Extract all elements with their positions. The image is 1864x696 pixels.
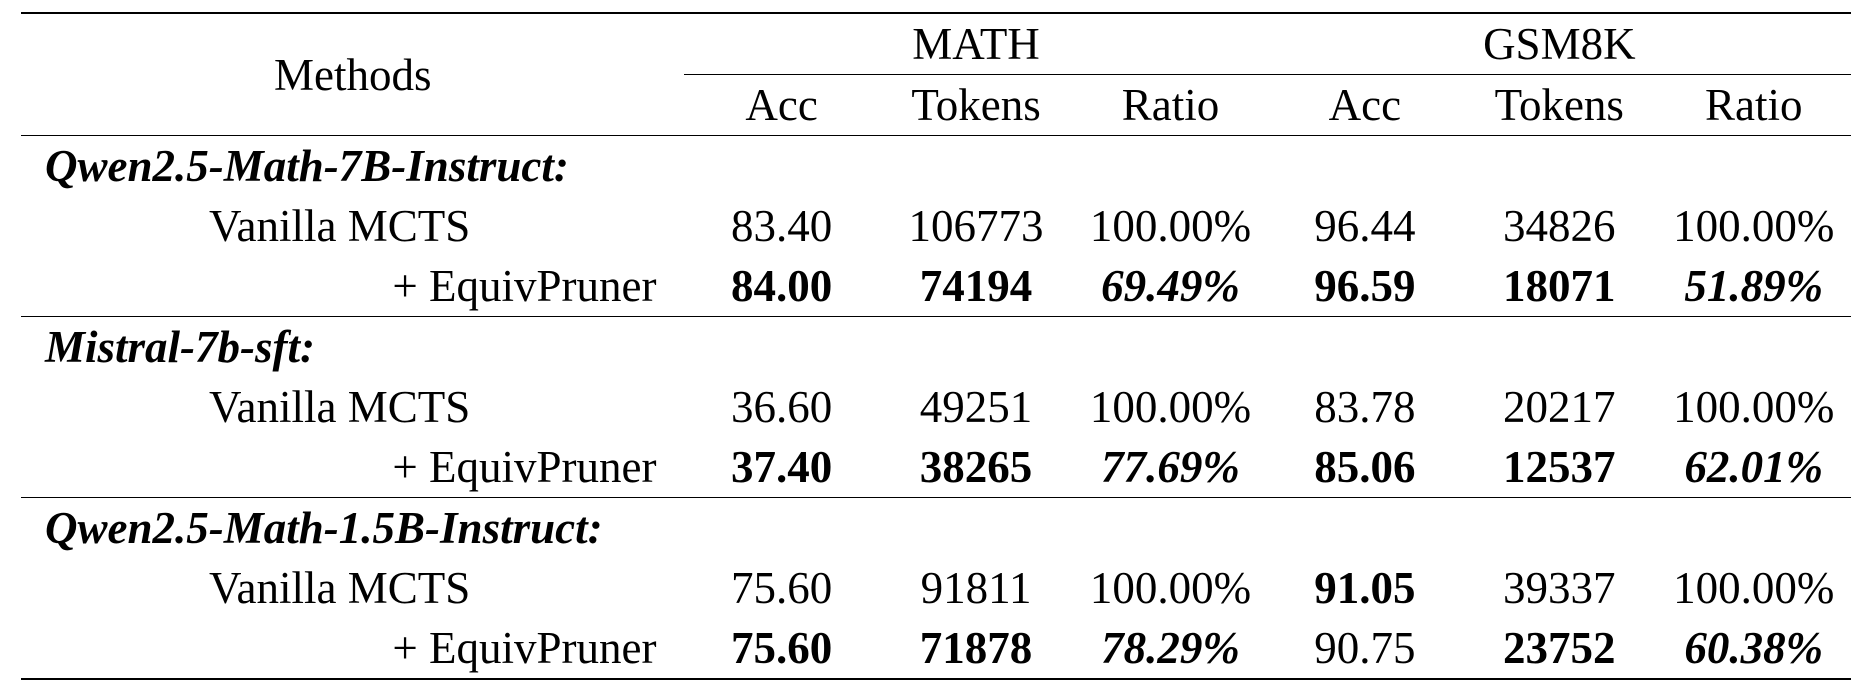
group-header-gsm8k: GSM8K: [1267, 12, 1851, 75]
method-name: + EquivPruner: [392, 261, 657, 311]
method-name: Vanilla MCTS: [209, 563, 471, 613]
method-name: + EquivPruner: [21, 618, 685, 680]
table-cell: 100.00%: [1089, 201, 1252, 251]
table-cell: 39337: [1503, 563, 1616, 613]
table-cell: 75.60: [684, 618, 879, 680]
method-name: Vanilla MCTS: [209, 382, 471, 432]
table-row: + EquivPruner 84.00 74194 69.49% 96.59 18071 5…: [21, 256, 1851, 317]
table-cell: 60.38%: [1656, 618, 1851, 680]
table-cell: 96.59: [1314, 261, 1416, 311]
subcol-math-ratio: Ratio: [1121, 80, 1220, 130]
table-row: Vanilla MCTS 36.60 49251 100.00% 83.78 20217 1…: [21, 377, 1851, 437]
table-cell: 85.06: [1314, 442, 1416, 492]
header-row-subcolumns: Acc Tokens Ratio Acc Tokens Ratio: [21, 75, 1851, 136]
section-title: Mistral-7b-sft:: [21, 316, 1851, 377]
table-cell: 71878: [878, 618, 1074, 680]
table-cell: 49251: [919, 382, 1033, 432]
table-cell: 91811: [920, 563, 1032, 613]
table-cell: 34826: [1503, 201, 1616, 251]
table-cell: 23752: [1462, 618, 1657, 680]
section-title: Qwen2.5-Math-1.5B-Instruct:: [21, 497, 1851, 558]
table-cell: 106773: [908, 201, 1044, 251]
table-cell: 100.00%: [1089, 563, 1252, 613]
subcol-gsm8k-tokens: Tokens: [1494, 80, 1624, 130]
results-table-body: Qwen2.5-Math-7B-Instruct: Vanilla MCTS 83.…: [21, 135, 1851, 680]
section-title: Qwen2.5-Math-7B-Instruct:: [21, 135, 1851, 196]
subcol-gsm8k-ratio: Ratio: [1704, 80, 1803, 130]
table-cell: 75.60: [731, 563, 833, 613]
section-title-row: Qwen2.5-Math-7B-Instruct:: [21, 135, 1851, 196]
table-cell: 62.01%: [1684, 442, 1824, 492]
table-cell: 51.89%: [1684, 261, 1824, 311]
table-row: + EquivPruner 75.60 71878 78.29% 90.75 23752 6…: [21, 618, 1851, 680]
table-cell: 90.75: [1267, 618, 1463, 680]
table-cell: 100.00%: [1673, 201, 1835, 251]
table-cell: 96.44: [1314, 201, 1416, 251]
table-cell: 69.49%: [1101, 261, 1240, 311]
table-cell: 18071: [1503, 261, 1616, 311]
table-cell: 83.78: [1314, 382, 1416, 432]
table-cell: 20217: [1503, 382, 1616, 432]
results-table-container: Methods MATH GSM8K Acc Tokens Ratio Acc …: [21, 12, 1851, 680]
group-header-math: MATH: [684, 12, 1268, 75]
subcol-gsm8k-acc: Acc: [1328, 80, 1402, 130]
table-cell: 38265: [919, 442, 1033, 492]
table-cell: 100.00%: [1673, 563, 1835, 613]
table-cell: 91.05: [1314, 563, 1416, 613]
section-title-row: Mistral-7b-sft:: [21, 316, 1851, 377]
table-cell: 12537: [1503, 442, 1616, 492]
table-cell: 37.40: [731, 442, 833, 492]
method-name: + EquivPruner: [392, 442, 657, 492]
table-cell: 77.69%: [1101, 442, 1240, 492]
results-table: Methods MATH GSM8K Acc Tokens Ratio Acc …: [21, 12, 1851, 680]
table-cell: 36.60: [731, 382, 833, 432]
table-row: Vanilla MCTS 75.60 91811 100.00% 91.05 39337 1…: [21, 558, 1851, 618]
table-row: + EquivPruner 37.40 38265 77.69% 85.06 12537 6…: [21, 437, 1851, 498]
table-cell: 100.00%: [1673, 382, 1835, 432]
subcol-math-acc: Acc: [745, 80, 818, 130]
methods-header: Methods: [21, 12, 685, 136]
table-cell: 78.29%: [1073, 618, 1268, 680]
table-cell: 84.00: [731, 261, 833, 311]
table-cell: 100.00%: [1089, 382, 1252, 432]
header-row-groups: Methods MATH GSM8K: [21, 12, 1851, 136]
table-row: Vanilla MCTS 83.40 106773 100.00% 96.44 34826…: [21, 196, 1851, 256]
method-name: Vanilla MCTS: [209, 201, 471, 251]
section-title-row: Qwen2.5-Math-1.5B-Instruct:: [21, 497, 1851, 558]
table-cell: 83.40: [731, 201, 833, 251]
subcol-math-tokens: Tokens: [911, 80, 1041, 130]
table-cell: 74194: [919, 261, 1033, 311]
